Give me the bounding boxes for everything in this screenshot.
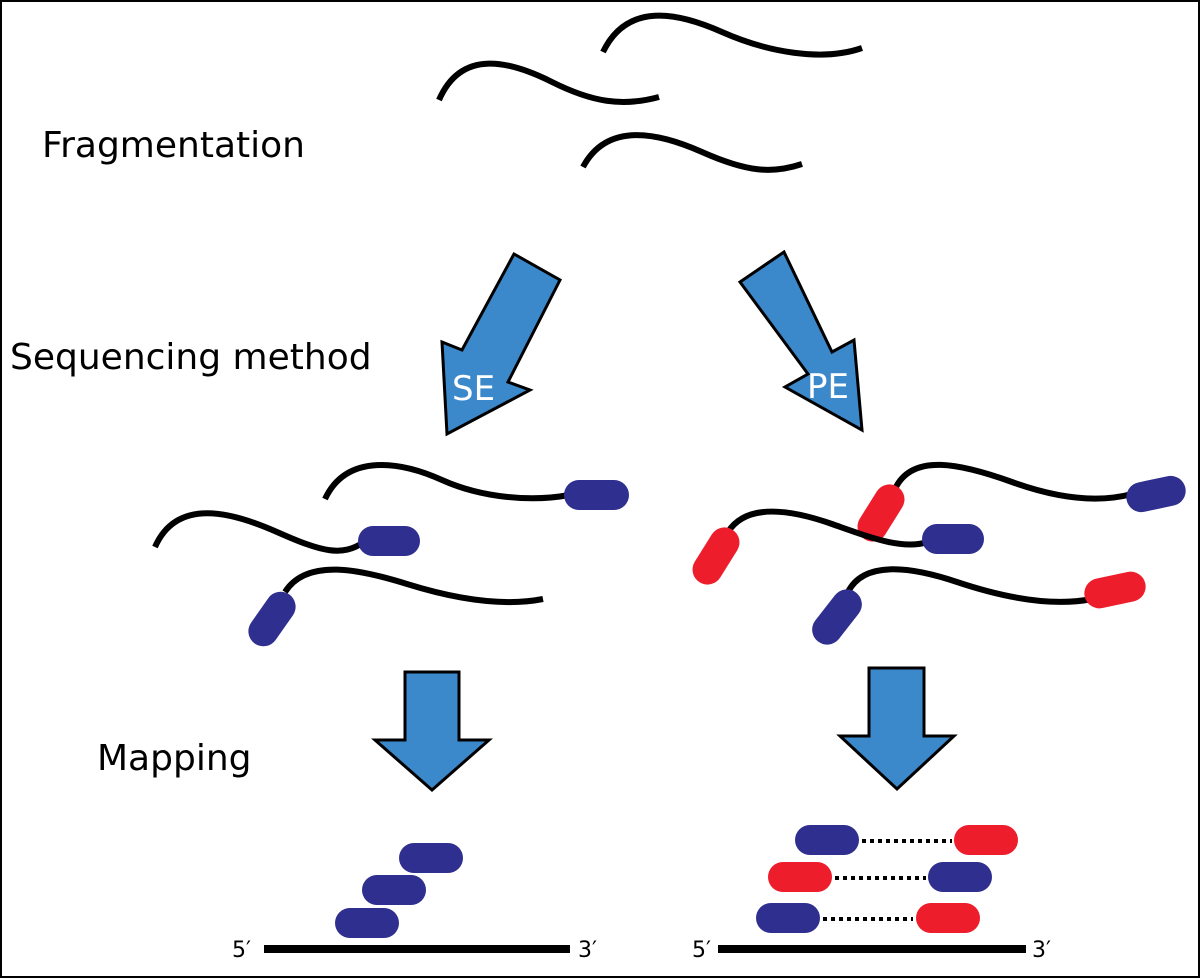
mapped-reverse-read bbox=[916, 903, 980, 933]
se-arrow bbox=[440, 251, 562, 437]
dna-fragment bbox=[322, 462, 570, 502]
mapping-label: Mapping bbox=[97, 738, 252, 779]
pe-mapping-arrow bbox=[836, 666, 958, 792]
dna-fragment bbox=[892, 461, 1133, 502]
se-sequenced-fragments bbox=[152, 462, 629, 647]
forward-read bbox=[564, 480, 629, 510]
pe-sequenced-fragments bbox=[692, 461, 1186, 645]
dna-fragment bbox=[282, 566, 544, 605]
pe-arrow bbox=[737, 249, 864, 433]
reverse-read bbox=[857, 484, 905, 542]
forward-read bbox=[358, 526, 420, 556]
forward-read bbox=[922, 524, 984, 554]
mapped-forward-read bbox=[756, 903, 820, 933]
dna-fragment bbox=[436, 60, 660, 105]
dna-fragment bbox=[580, 132, 803, 173]
reverse-read bbox=[1084, 571, 1146, 609]
dna-fragment bbox=[152, 510, 366, 554]
fragmentation-label: Fragmentation bbox=[42, 125, 305, 166]
pe-mapping: 5′ 3′ bbox=[692, 825, 1051, 963]
reverse-read bbox=[692, 527, 740, 585]
mapped-reverse-read bbox=[954, 825, 1018, 855]
three-prime-label: 3′ bbox=[578, 938, 597, 963]
forward-read bbox=[248, 591, 296, 647]
five-prime-label: 5′ bbox=[232, 938, 251, 963]
se-mapping: 5′ 3′ bbox=[232, 843, 597, 963]
se-arrow-label: SE bbox=[452, 369, 495, 409]
mapped-forward-read bbox=[399, 843, 463, 873]
pe-arrow-label: PE bbox=[807, 367, 849, 407]
mapped-forward-read bbox=[928, 862, 992, 892]
mapped-reverse-read bbox=[768, 862, 832, 892]
mapped-forward-read bbox=[362, 875, 426, 905]
fragmentation-fragments bbox=[436, 12, 863, 173]
mapped-forward-read bbox=[795, 825, 859, 855]
dna-fragment bbox=[725, 508, 929, 548]
mapped-forward-read bbox=[335, 908, 399, 938]
forward-read bbox=[812, 589, 862, 645]
five-prime-label: 5′ bbox=[692, 938, 711, 963]
se-mapping-arrow bbox=[371, 670, 493, 792]
dna-fragment bbox=[600, 12, 863, 58]
dna-fragment bbox=[845, 566, 1093, 605]
forward-read bbox=[1126, 475, 1186, 513]
three-prime-label: 3′ bbox=[1032, 938, 1051, 963]
sequencing-method-label: Sequencing method bbox=[10, 337, 372, 378]
